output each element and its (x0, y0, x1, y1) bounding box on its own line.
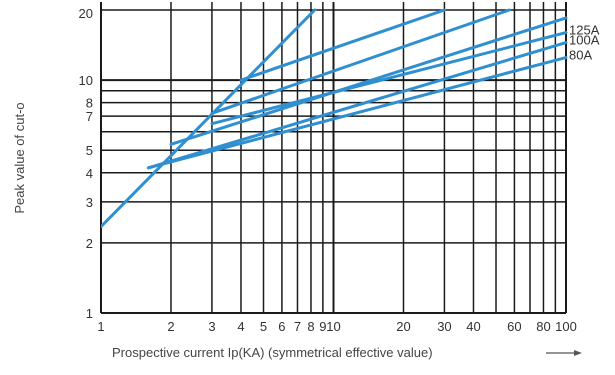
x-tick-label: 8 (307, 319, 314, 334)
x-tick-label: 7 (294, 319, 301, 334)
y-tick-label: 2 (86, 236, 93, 251)
x-tick-label: 1 (97, 319, 104, 334)
x-tick-label: 2 (167, 319, 174, 334)
x-tick-label: 20 (396, 319, 410, 334)
series-label: 125A (569, 23, 600, 38)
y-tick-label: 5 (86, 143, 93, 158)
x-tick-label: 9 (319, 319, 326, 334)
y-axis-title: Peak value of cut-o (12, 102, 27, 213)
y-tick-label: 1 (86, 306, 93, 321)
y-tick-labels: 1 2 3 4 5 78 10 20 (79, 6, 93, 321)
series-line-2 (239, 8, 446, 82)
x-tick-label: 30 (437, 319, 451, 334)
series-line-3 (210, 8, 511, 115)
x-tick-label: 6 (278, 319, 285, 334)
series-line-80a (146, 56, 568, 170)
x-tick-label: 10 (326, 319, 340, 334)
grid (100, 2, 567, 314)
y-tick-label: 20 (79, 6, 93, 21)
x-tick-label: 3 (208, 319, 215, 334)
x-axis-title-group: Prospective current Ip(KA) (symmetrical … (112, 345, 582, 360)
series-line-4 (169, 16, 568, 146)
x-tick-labels: 1 2 3 4 5 6 7 8 9 10 20 30 40 60 80 100 (97, 319, 576, 334)
y-tick-label: 3 (86, 195, 93, 210)
x-tick-label: 5 (260, 319, 267, 334)
series-line-125a (210, 31, 568, 126)
series-line-1 (101, 8, 317, 229)
x-axis-title: Prospective current Ip(KA) (symmetrical … (112, 345, 433, 360)
y-tick-label: 10 (79, 73, 93, 88)
series-line-100a (146, 41, 568, 170)
series-label: 80A (569, 48, 592, 63)
x-tick-label: 80 (536, 319, 550, 334)
arrow-right-icon (546, 350, 582, 356)
y-tick-label: 8 (86, 96, 93, 111)
series-lines (101, 8, 568, 229)
y-tick-label: 4 (86, 166, 93, 181)
y-tick-label: 7 (86, 109, 93, 124)
x-tick-label: 4 (237, 319, 244, 334)
series-label: 100A (569, 33, 600, 48)
x-tick-label: 40 (466, 319, 480, 334)
x-tick-label: 60 (507, 319, 521, 334)
x-tick-label: 100 (555, 319, 577, 334)
